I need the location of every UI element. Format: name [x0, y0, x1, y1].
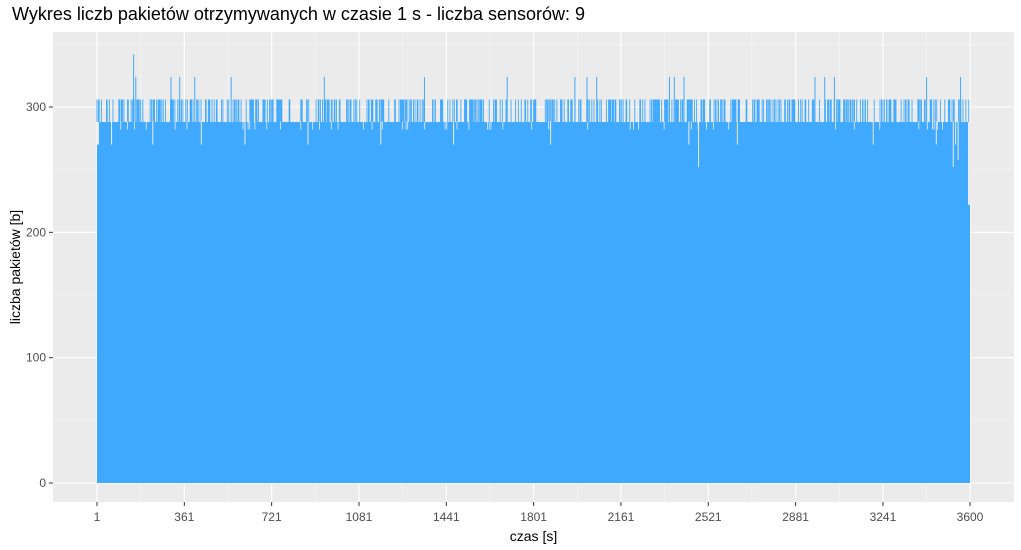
x-tick-label: 3241 [870, 510, 897, 524]
x-tick-label: 1441 [433, 510, 460, 524]
y-axis: 0 100 200 300 [26, 100, 53, 490]
y-axis-title: liczba pakietów [b] [7, 210, 23, 324]
x-tick-label: 1081 [346, 510, 373, 524]
y-tick-label: 100 [26, 351, 46, 365]
x-tick-label: 2521 [695, 510, 722, 524]
x-tick-label: 1801 [520, 510, 547, 524]
chart-title: Wykres liczb pakietów otrzymywanych w cz… [12, 4, 586, 24]
bar-start-gap [97, 122, 99, 145]
y-tick-label: 0 [39, 476, 46, 490]
x-tick-label: 2881 [782, 510, 809, 524]
y-tick-label: 200 [26, 225, 46, 239]
bar-end-gap [968, 122, 971, 205]
x-axis-title: czas [s] [510, 528, 557, 544]
x-tick-label: 1 [94, 510, 101, 524]
bars [96, 54, 971, 205]
y-tick-label: 300 [26, 100, 46, 114]
bar-mass [97, 122, 970, 483]
x-tick-label: 2161 [608, 510, 635, 524]
x-tick-label: 361 [174, 510, 194, 524]
x-tick-label: 721 [262, 510, 282, 524]
x-axis: 1 361 721 1081 1441 1801 2161 2521 2881 3241 3600 [94, 502, 984, 524]
x-tick-label: 3600 [957, 510, 984, 524]
